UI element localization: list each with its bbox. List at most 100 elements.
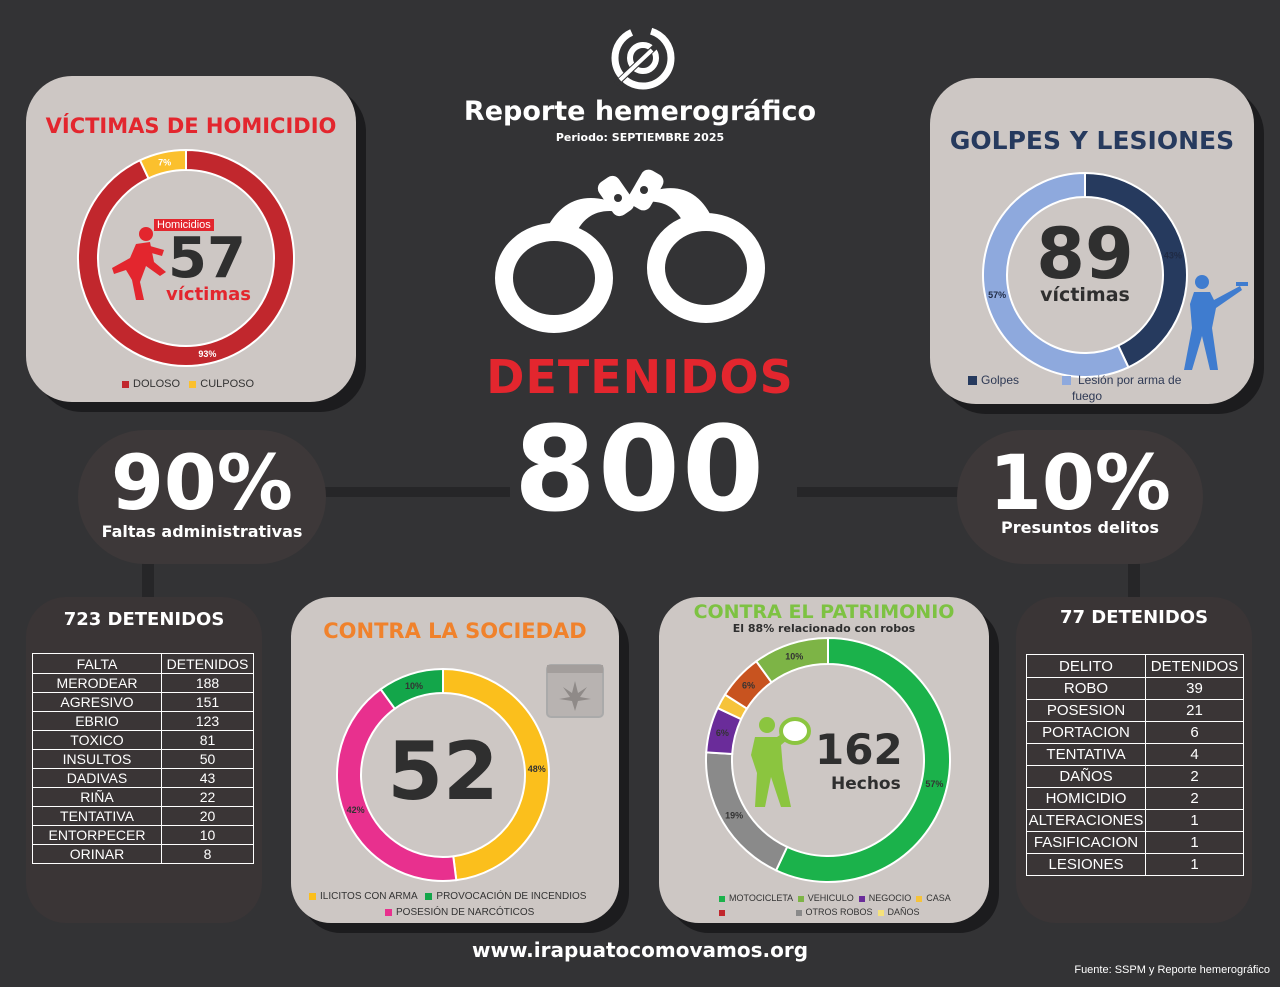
table-cell-value: 1 <box>1145 853 1244 876</box>
legend-doloso: DOLOSO <box>133 378 181 390</box>
table-cell-value: 151 <box>161 692 254 712</box>
table-cell-value: 4 <box>1145 743 1244 766</box>
table-cell-value: 6 <box>1145 721 1244 744</box>
donut-data-label: 7% <box>158 158 171 168</box>
faltas-col-detenidos: DETENIDOS <box>161 653 254 674</box>
faltas-table: FALTA DETENIDOS MERODEAR 188 AGRESIVO 151 EB… <box>32 653 254 864</box>
faltas-pill: 90% Faltas administrativas <box>78 430 326 564</box>
golpes-donut: 43% 57% <box>982 171 1188 378</box>
table-cell-value: 123 <box>161 711 254 731</box>
legend-lesion: Lesión por arma de fuego <box>1072 373 1182 403</box>
table-row: DAÑOS 2 <box>1026 765 1244 788</box>
legend-narcoticos: POSESIÓN DE NARCÓTICOS <box>396 907 535 918</box>
footer-source: Fuente: SSPM y Reporte hemerográfico <box>1074 964 1270 976</box>
table-cell-value: 39 <box>1145 677 1244 700</box>
legend-danos: DAÑOS <box>887 907 920 917</box>
table-cell-label: INSULTOS <box>32 749 162 769</box>
table-row: ENTORPECER 10 <box>32 825 254 845</box>
patrimonio-subtitle: El 88% relacionado con robos <box>732 622 916 635</box>
table-cell-label: ALTERACIONES <box>1026 809 1146 832</box>
patrimonio-unit: Hechos <box>831 774 901 794</box>
sociedad-card: CONTRA LA SOCIEDAD 48% 42% 10% 52 ILICITOS… <box>291 597 619 923</box>
table-row: ALTERACIONES 1 <box>1026 809 1244 832</box>
donut-slice-vehiculo <box>754 636 829 684</box>
table-cell-value: 2 <box>1145 765 1244 788</box>
table-row: AGRESIVO 151 <box>32 692 254 712</box>
donut-slice-ilicitos-con-arma <box>442 667 550 882</box>
table-cell-value: 188 <box>161 673 254 693</box>
table-row: INSULTOS 50 <box>32 749 254 769</box>
table-cell-label: RIÑA <box>32 787 162 807</box>
donut-slice-doloso <box>77 148 295 367</box>
table-cell-label: TOXICO <box>32 730 162 750</box>
donut-slice-motocicleta <box>774 636 951 883</box>
delitos-table: DELITO DETENIDOS ROBO 39 POSESION 21 PORTACI… <box>1026 654 1244 876</box>
thief-icon <box>751 717 811 807</box>
homicidio-card: VÍCTIMAS DE HOMICIDIO 93% 7% Homicidios 5… <box>26 76 356 402</box>
table-cell-label: ENTORPECER <box>32 825 162 845</box>
delitos-col-delito: DELITO <box>1026 654 1146 678</box>
table-row: LESIONES 1 <box>1026 853 1244 876</box>
table-row: EBRIO 123 <box>32 711 254 731</box>
table-row: ORINAR 8 <box>32 844 254 864</box>
golpes-legend: Golpes Lesión por arma de fuego <box>968 372 1208 403</box>
patrimonio-legend: MOTOCICLETA VEHICULO NEGOCIO CASA OTROS … <box>719 891 979 919</box>
table-row: TENTATIVA 4 <box>1026 743 1244 766</box>
table-row: ROBO 39 <box>1026 677 1244 700</box>
faltas-panel: 723 DETENIDOS FALTA DETENIDOS MERODEAR 18… <box>26 597 262 923</box>
homicidio-donut: 93% 7% <box>77 148 295 367</box>
table-cell-value: 2 <box>1145 787 1244 810</box>
sociedad-legend: ILICITOS CON ARMA PROVOCACIÓN DE INCENDI… <box>309 891 586 902</box>
legend-incendios: PROVOCACIÓN DE INCENDIOS <box>436 891 587 902</box>
table-cell-value: 43 <box>161 768 254 788</box>
table-cell-value: 21 <box>1145 699 1244 722</box>
patrimonio-title: CONTRA EL PATRIMONIO <box>693 601 955 623</box>
donut-data-label: 6% <box>742 681 755 691</box>
donut-data-label: 10% <box>405 681 423 691</box>
shooter-icon <box>1184 275 1248 370</box>
table-cell-label: ROBO <box>1026 677 1146 700</box>
legend-moto: MOTOCICLETA <box>729 893 793 903</box>
table-cell-value: 22 <box>161 787 254 807</box>
table-row: TENTATIVA 20 <box>32 806 254 826</box>
donut-data-label: 6% <box>716 728 729 738</box>
footer-url[interactable]: www.irapuatocomovamos.org <box>471 938 809 962</box>
logo-icon <box>611 26 675 90</box>
patrimonio-count: 162 <box>815 725 903 774</box>
legend-negocio: NEGOCIO <box>868 893 912 903</box>
donut-data-label: 43% <box>1164 251 1182 261</box>
delitos-table-title: 77 DETENIDOS <box>1059 607 1209 628</box>
table-cell-value: 8 <box>161 844 254 864</box>
delitos-pill: 10% Presuntos delitos <box>957 430 1203 564</box>
detenidos-total: 800 <box>513 400 767 538</box>
table-row: POSESION 21 <box>1026 699 1244 722</box>
homicidio-count: 57 <box>168 226 246 291</box>
table-cell-value: 20 <box>161 806 254 826</box>
donut-data-label: 42% <box>347 805 365 815</box>
table-cell-value: 50 <box>161 749 254 769</box>
patrimonio-donut: 57% 19% 6% 6% 10% <box>705 636 951 883</box>
table-row: PORTACION 6 <box>1026 721 1244 744</box>
delitos-percent: 10% <box>989 438 1171 527</box>
report-period: Periodo: SEPTIEMBRE 2025 <box>555 131 725 144</box>
legend-casa: CASA <box>926 893 951 903</box>
legend-golpes: Golpes <box>981 373 1020 387</box>
runner-icon <box>112 227 166 300</box>
homicidio-badge: Homicidios <box>154 219 214 231</box>
table-cell-label: DADIVAS <box>32 768 162 788</box>
sociedad-count: 52 <box>387 725 499 818</box>
legend-culposo: CULPOSO <box>200 378 255 390</box>
golpes-card: GOLPES Y LESIONES 43% 57% 89 víctimas Gol… <box>930 78 1254 404</box>
delitos-label: Presuntos delitos <box>1001 518 1159 537</box>
table-cell-label: TENTATIVA <box>32 806 162 826</box>
table-cell-value: 10 <box>161 825 254 845</box>
donut-data-label: 57% <box>925 779 943 789</box>
donut-slice-culposo <box>138 148 187 180</box>
faltas-col-falta: FALTA <box>32 653 162 674</box>
table-cell-label: EBRIO <box>32 711 162 731</box>
legend-vehiculo: VEHICULO <box>807 893 854 903</box>
faltas-percent: 90% <box>111 438 293 527</box>
homicidio-title: VÍCTIMAS DE HOMICIDIO <box>45 114 337 138</box>
table-cell-value: 1 <box>1145 809 1244 832</box>
table-cell-label: LESIONES <box>1026 853 1146 876</box>
